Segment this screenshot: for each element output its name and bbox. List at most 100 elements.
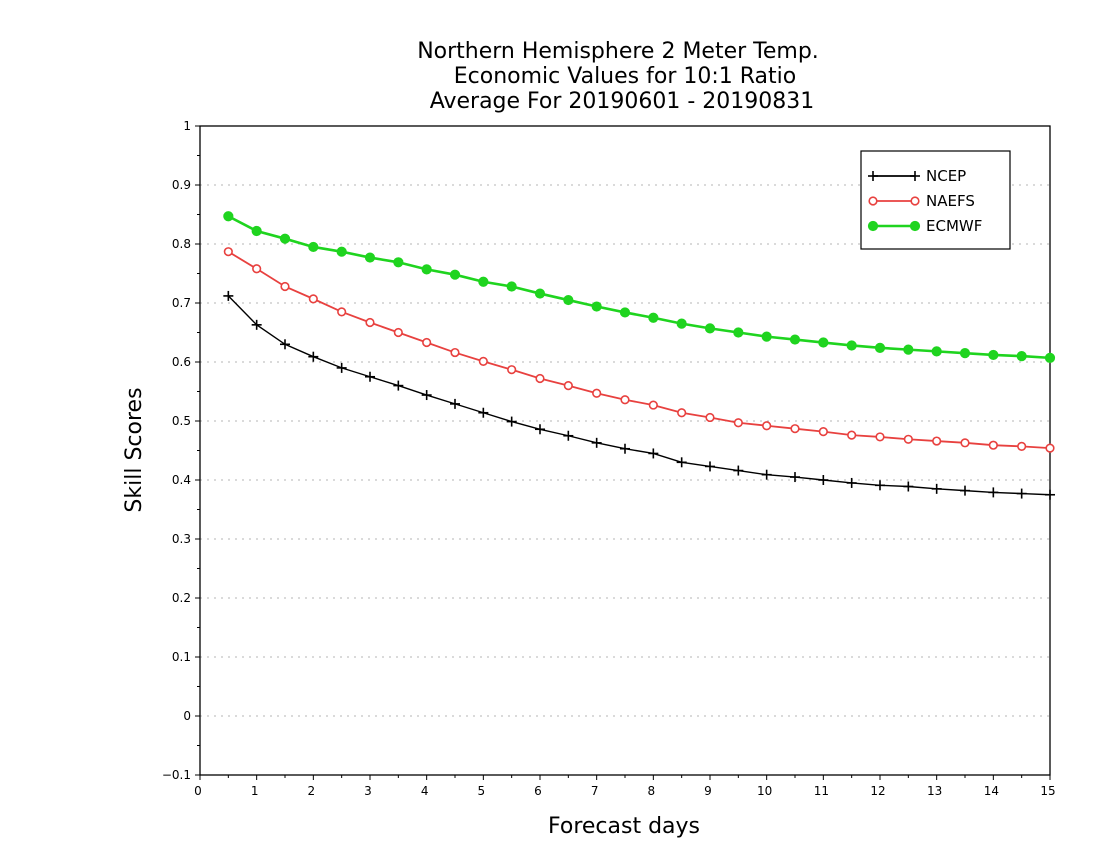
- legend-label-ecmwf: ECMWF: [926, 217, 982, 235]
- naefs-point: [365, 317, 375, 328]
- ncep-point: [421, 390, 432, 401]
- legend: NCEP NAEFS ECMWF: [860, 150, 1011, 250]
- ncep-point: [506, 416, 517, 427]
- ecmwf-point: [931, 346, 942, 357]
- ncep-point: [733, 465, 744, 476]
- naefs-point: [733, 418, 743, 428]
- ecmwf-point: [959, 348, 971, 359]
- ecmwf-point: [393, 257, 404, 268]
- x-tick-label: 3: [364, 784, 372, 798]
- ecmwf-point: [733, 327, 744, 338]
- ncep-point: [365, 371, 375, 382]
- ncep-point: [535, 424, 545, 435]
- ncep-point: [705, 461, 715, 472]
- x-tick-label: 15: [1040, 784, 1055, 798]
- x-tick-label: 13: [927, 784, 942, 798]
- ecmwf-point: [364, 252, 376, 263]
- ncep-point: [1016, 488, 1027, 499]
- ecmwf-point: [591, 301, 602, 312]
- naefs-point: [620, 395, 630, 405]
- ecmwf-point: [1044, 352, 1056, 363]
- ncep-point: [1045, 489, 1055, 500]
- ecmwf-point: [336, 246, 347, 257]
- ncep-point: [676, 457, 687, 468]
- legend-ncep-right-point: [910, 171, 920, 181]
- naefs-point: [252, 264, 262, 274]
- x-tick-label: 0: [194, 784, 202, 798]
- legend-label-ncep: NCEP: [926, 167, 966, 185]
- ecmwf-point: [988, 349, 999, 361]
- legend-label-naefs: NAEFS: [926, 192, 975, 210]
- y-tick-label: 0.7: [172, 296, 191, 310]
- ncep-point: [875, 480, 885, 491]
- y-axis-label: Skill Scores: [122, 387, 147, 512]
- ncep-point: [846, 477, 857, 488]
- naefs-point: [1017, 441, 1027, 451]
- ecmwf-point: [251, 225, 262, 237]
- series-line-naefs: [227, 250, 1051, 450]
- x-tick-label: 5: [478, 784, 486, 798]
- ecmwf-point: [846, 340, 857, 351]
- series-naefs: [223, 247, 1055, 453]
- ncep-point: [280, 339, 290, 350]
- naefs-point: [280, 281, 290, 292]
- y-tick-label: 0.6: [172, 355, 191, 369]
- x-tick-label: 2: [308, 784, 316, 798]
- legend-ncep-left-point: [868, 171, 878, 181]
- legend-naefs-left-point: [868, 196, 878, 206]
- legend-item-ncep: NCEP: [868, 167, 966, 185]
- ecmwf-point: [1016, 351, 1027, 362]
- naefs-point: [932, 436, 942, 446]
- y-tick-label: 0.8: [172, 237, 191, 251]
- naefs-point: [988, 440, 998, 450]
- naefs-point: [677, 408, 687, 418]
- naefs-point: [960, 438, 970, 448]
- y-tick-label: 0: [183, 709, 191, 723]
- naefs-point: [903, 434, 913, 444]
- ncep-point: [478, 407, 489, 418]
- naefs-point: [1045, 443, 1055, 453]
- ecmwf-point: [903, 344, 914, 355]
- ncep-point: [251, 319, 262, 330]
- naefs-point: [507, 365, 517, 375]
- ncep-point: [450, 398, 460, 409]
- chart-title-line-1: Northern Hemisphere 2 Meter Temp.: [417, 39, 819, 64]
- ecmwf-point: [818, 337, 829, 348]
- ncep-point: [648, 448, 659, 459]
- ecmwf-point: [478, 276, 489, 287]
- legend-item-ecmwf: ECMWF: [867, 217, 982, 235]
- x-tick-label: 14: [984, 784, 999, 798]
- x-tick-label: 4: [421, 784, 429, 798]
- series-ecmwf: [223, 211, 1056, 363]
- series-ncep: [223, 290, 1055, 500]
- ncep-point: [960, 485, 970, 496]
- naefs-point: [762, 421, 772, 431]
- y-tick-label: 0.2: [172, 591, 191, 605]
- ecmwf-point: [874, 342, 886, 353]
- y-tick-label: 0.9: [172, 178, 191, 192]
- ecmwf-point: [648, 312, 659, 323]
- ecmwf-point: [676, 318, 687, 329]
- ncep-point: [591, 437, 602, 448]
- x-tick-label: 1: [251, 784, 259, 798]
- ecmwf-point: [506, 281, 517, 292]
- ecmwf-point: [563, 294, 574, 306]
- y-tick-label: 0.5: [172, 414, 191, 428]
- x-tick-label: 6: [534, 784, 542, 798]
- naefs-point: [450, 347, 460, 358]
- ncep-point: [223, 290, 234, 301]
- y-tick-label: 1: [183, 119, 191, 133]
- y-tick-label: 0.4: [172, 473, 191, 487]
- legend-naefs-right-point: [910, 196, 920, 206]
- gridlines: [200, 184, 1050, 717]
- ncep-point: [308, 351, 319, 362]
- x-tick-label: 7: [591, 784, 599, 798]
- ecmwf-point: [421, 264, 432, 275]
- ecmwf-point: [223, 211, 234, 222]
- naefs-point: [393, 327, 403, 338]
- naefs-point: [592, 388, 602, 398]
- y-tick-label: 0.3: [172, 532, 191, 546]
- x-tick-label: 10: [757, 784, 772, 798]
- ecmwf-point: [789, 334, 801, 345]
